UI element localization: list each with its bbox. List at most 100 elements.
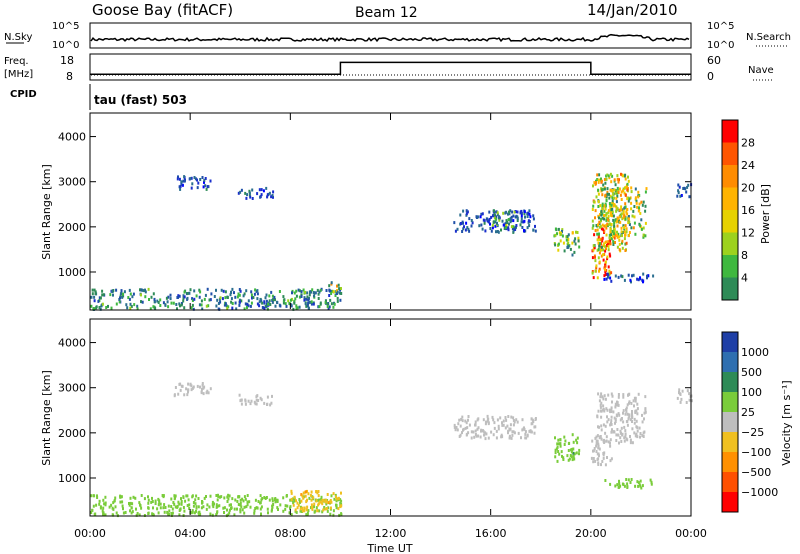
heatmap-cell [119, 296, 121, 300]
heatmap-cell [292, 503, 295, 507]
heatmap-cell [181, 384, 184, 388]
heatmap-cell [211, 500, 214, 504]
heatmap-cell [177, 175, 179, 179]
heatmap-cell [90, 494, 92, 498]
heatmap-cell [646, 274, 648, 278]
heatmap-cell [157, 497, 160, 501]
heatmap-cell [244, 191, 247, 195]
heatmap-cell [159, 506, 162, 510]
heatmap-cell [597, 178, 600, 182]
heatmap-cell [283, 298, 286, 302]
heatmap-cell [573, 457, 576, 461]
heatmap-cell [492, 221, 495, 224]
heatmap-cell [602, 453, 605, 457]
heatmap-cell [507, 415, 510, 418]
cpid-label: CPID [10, 89, 37, 100]
heatmap-cell [557, 442, 560, 446]
heatmap-cell [534, 425, 537, 429]
heatmap-cell [258, 188, 261, 192]
heatmap-cell [602, 258, 605, 262]
heatmap-cell [247, 299, 250, 303]
heatmap-cell [491, 223, 494, 227]
heatmap-cell [598, 238, 601, 242]
heatmap-cell [507, 218, 510, 221]
heatmap-cell [636, 402, 639, 406]
heatmap-cell [597, 256, 600, 260]
heatmap-cell [218, 504, 221, 508]
heatmap-cell [201, 382, 204, 385]
heatmap-cell [599, 395, 602, 399]
heatmap-cell [603, 217, 606, 221]
heatmap-cell [236, 500, 239, 503]
heatmap-cell [604, 181, 607, 185]
heatmap-cell [474, 423, 477, 427]
heatmap-cell [215, 505, 218, 509]
heatmap-cell [306, 489, 308, 493]
heatmap-cell [100, 304, 103, 308]
heatmap-cell [606, 255, 609, 259]
heatmap-cell [290, 497, 293, 501]
heatmap-cell [167, 504, 170, 508]
heatmap-cell [502, 223, 505, 227]
heatmap-cell [115, 288, 118, 292]
heatmap-cell [182, 506, 185, 509]
heatmap-cell [620, 198, 623, 201]
heatmap-cell [604, 424, 607, 428]
heatmap-cell [625, 420, 628, 424]
heatmap-cell [279, 304, 282, 308]
heatmap-cell [141, 300, 144, 304]
heatmap-cell [219, 300, 222, 304]
heatmap-cell [327, 506, 330, 510]
heatmap-cell [209, 494, 212, 498]
heatmap-cell [295, 307, 298, 311]
heatmap-cell [571, 231, 574, 235]
heatmap-cell [130, 506, 133, 510]
heatmap-cell [222, 506, 225, 510]
heatmap-cell [618, 479, 620, 483]
heatmap-cell [600, 424, 603, 428]
heatmap-cell [486, 414, 489, 418]
heatmap-cell [219, 296, 222, 300]
heatmap-cell [304, 490, 307, 494]
heatmap-cell [175, 303, 178, 306]
heatmap-cell [199, 290, 202, 294]
heatmap-cell [624, 217, 627, 221]
heatmap-cell [607, 265, 610, 269]
heatmap-cell [600, 177, 602, 181]
heatmap-cell [177, 294, 180, 298]
heatmap-cell [602, 253, 604, 257]
heatmap-cell [623, 439, 626, 443]
heatmap-cell [295, 304, 298, 308]
y-tick-label: 4000 [58, 337, 86, 350]
heatmap-cell [623, 436, 626, 440]
heatmap-cell [187, 390, 189, 394]
heatmap-cell [239, 498, 242, 502]
heatmap-cell [592, 276, 595, 280]
heatmap-cell [329, 500, 332, 504]
heatmap-cell [642, 226, 645, 230]
heatmap-cell [325, 507, 328, 510]
heatmap-cell [183, 295, 186, 299]
heatmap-cell [621, 208, 624, 212]
heatmap-cell [606, 187, 609, 191]
heatmap-cell [178, 502, 181, 506]
heatmap-cell [320, 498, 323, 502]
heatmap-cell [636, 205, 639, 209]
heatmap-cell [459, 433, 462, 437]
heatmap-cell [295, 294, 298, 298]
heatmap-cell [687, 183, 690, 187]
heatmap-cell [474, 420, 477, 424]
heatmap-cell [593, 233, 596, 237]
heatmap-cell [616, 174, 619, 178]
heatmap-cell [603, 242, 606, 246]
heatmap-cell [614, 241, 616, 244]
heatmap-cell [207, 304, 210, 308]
heatmap-cell [632, 273, 635, 277]
heatmap-cell [614, 183, 617, 187]
heatmap-cell [576, 441, 579, 445]
heatmap-cell [614, 189, 617, 193]
heatmap-cell [186, 393, 189, 397]
heatmap-cell [517, 431, 520, 435]
heatmap-cell [320, 495, 323, 499]
